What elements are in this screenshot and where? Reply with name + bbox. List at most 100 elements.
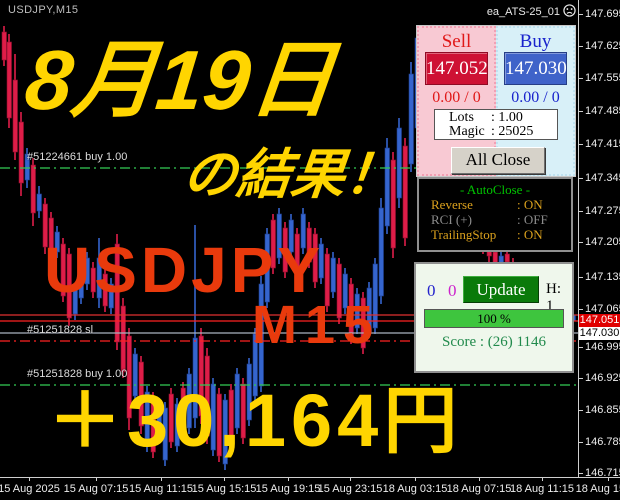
- candle: [192, 225, 198, 428]
- candle: [120, 298, 126, 378]
- lots-value: : 1.00: [491, 110, 523, 125]
- candle: [366, 282, 372, 338]
- candle: [402, 138, 408, 246]
- price-tick-mark: [578, 178, 583, 179]
- update-button[interactable]: Update: [463, 276, 539, 303]
- candle: [60, 238, 66, 302]
- price-tick-mark: [578, 473, 583, 474]
- autoclose-title: - AutoClose -: [459, 182, 531, 197]
- candle: [66, 248, 72, 326]
- candle: [354, 288, 360, 334]
- candle: [144, 386, 150, 452]
- overlay-symbol-text: USDJPY: [44, 234, 325, 306]
- candle: [396, 118, 402, 208]
- autoclose-row-value: : ON: [517, 227, 543, 242]
- sell-label: Sell: [441, 31, 472, 52]
- order-line-label: #51251828 sl: [27, 324, 94, 336]
- candle: [342, 268, 348, 314]
- price-tick-label: 147.275: [585, 205, 620, 217]
- autoclose-row-label: Reverse: [431, 197, 473, 212]
- candle: [270, 214, 276, 274]
- price-tick-label: 147.345: [585, 172, 620, 184]
- time-tick-mark: [224, 477, 225, 481]
- candle: [222, 394, 228, 470]
- candle: [288, 214, 294, 258]
- price-tick-label: 147.695: [585, 8, 620, 20]
- candle: [186, 368, 192, 434]
- all-close-button[interactable]: All Close: [451, 147, 545, 174]
- trade-panel: Sell 147.052 0.00 / 0 Buy 147.030 0.00 /…: [416, 25, 576, 177]
- time-tick-mark: [161, 477, 162, 481]
- overlay-profit-text: ＋30,164円: [48, 379, 463, 462]
- time-tick-mark: [542, 477, 543, 481]
- candle: [282, 222, 288, 278]
- candle: [6, 34, 12, 128]
- progress-bar: 100 %: [424, 309, 564, 328]
- magic-row: Magic : 25025: [449, 125, 557, 139]
- buy-stats: 0.00 / 0: [511, 89, 560, 106]
- counter-blue: 0: [427, 281, 436, 300]
- price-tick-label: 146.785: [585, 436, 620, 448]
- lots-magic-box: Lots : 1.00 Magic : 25025: [434, 109, 558, 140]
- candle: [1, 26, 7, 66]
- price-tick-label: 147.625: [585, 40, 620, 52]
- time-tick-mark: [415, 477, 416, 481]
- candle: [84, 252, 90, 290]
- candle: [96, 238, 102, 308]
- candle: [204, 348, 210, 444]
- time-tick-label: 18 Aug 15:15: [575, 483, 620, 495]
- time-tick-label: 15 Aug 15:15: [191, 483, 257, 495]
- price-tick-label: 147.485: [585, 105, 620, 117]
- overlay-date-text: 8月19日: [21, 33, 340, 127]
- candle: [384, 138, 390, 234]
- price-tick-label: 147.065: [585, 303, 620, 315]
- autoclose-row-value: : ON: [517, 197, 543, 212]
- candle: [108, 278, 114, 314]
- candle: [318, 238, 324, 284]
- price-tick-mark: [578, 211, 583, 212]
- time-tick-mark: [288, 477, 289, 481]
- candle: [312, 228, 318, 288]
- price-tick-mark: [578, 378, 583, 379]
- progress-fill: [425, 310, 563, 327]
- time-tick-label: 18 Aug 11:15: [509, 483, 575, 495]
- candle: [198, 328, 204, 424]
- candle: [132, 348, 138, 404]
- candle: [324, 248, 330, 312]
- candle: [264, 228, 270, 308]
- overlay-result-text: の結果！: [179, 145, 403, 205]
- bid-price-tag: 147.030: [579, 327, 620, 340]
- lots-label: Lots: [449, 110, 474, 125]
- time-axis-line: [0, 477, 620, 478]
- time-tick-label: 18 Aug 07:15: [446, 483, 512, 495]
- autoclose-panel: - AutoClose - Reverse: ON RCI (+): OFF Tra…: [417, 177, 573, 252]
- price-tick-mark: [578, 242, 583, 243]
- price-tick-label: 146.925: [585, 372, 620, 384]
- magic-label: Magic: [449, 124, 485, 139]
- price-tick-label: 147.415: [585, 138, 620, 150]
- candle: [174, 398, 180, 452]
- sell-button[interactable]: 147.052: [425, 52, 488, 85]
- price-tick-mark: [578, 277, 583, 278]
- ea-sad-face-icon: [563, 4, 576, 20]
- price-tick-label: 146.715: [585, 467, 620, 479]
- ask-price-tag: 147.051: [579, 314, 620, 327]
- sell-stats: 0.00 / 0: [432, 89, 481, 106]
- time-tick-label: 15 Aug 2025: [0, 483, 60, 495]
- price-axis-line: [578, 0, 579, 477]
- candle: [90, 262, 96, 298]
- price-tick-label: 147.205: [585, 236, 620, 248]
- buy-button[interactable]: 147.030: [504, 52, 567, 85]
- time-tick-label: 15 Aug 19:15: [255, 483, 321, 495]
- candle: [36, 186, 42, 218]
- autoclose-row-label: RCI (+): [431, 212, 472, 227]
- price-tick-label: 146.995: [585, 341, 620, 353]
- candle: [48, 212, 54, 264]
- candle: [276, 208, 282, 264]
- progress-text: 100 %: [477, 311, 511, 326]
- candle: [378, 198, 384, 304]
- candle: [102, 268, 108, 312]
- overlay-timeframe-text: M15: [252, 295, 382, 355]
- magic-value: : 25025: [491, 124, 534, 139]
- price-tick-mark: [578, 111, 583, 112]
